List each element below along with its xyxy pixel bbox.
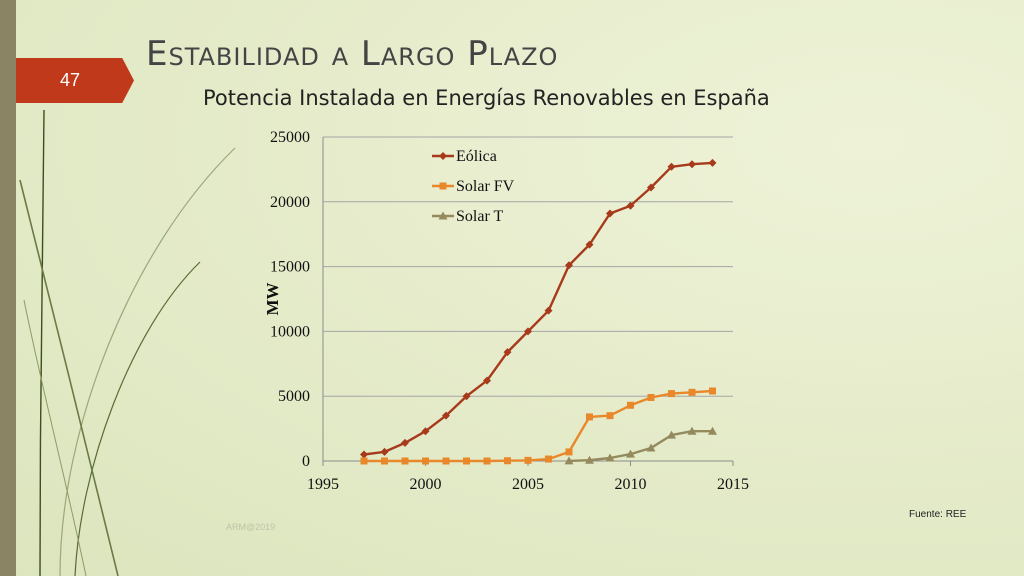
slide-number-badge: 47 (16, 58, 134, 103)
data-point-e-lica (565, 261, 573, 270)
data-point-e-lica (401, 438, 409, 447)
x-tick-label: 2005 (512, 476, 544, 493)
x-tick-label: 2000 (410, 476, 442, 493)
legend-marker-e-lica (439, 152, 447, 160)
data-point-solar-t (708, 426, 717, 435)
data-point-e-lica (380, 447, 389, 456)
series-line-solar-t (568, 430, 713, 463)
data-point-e-lica (606, 209, 614, 218)
data-point-solar-fv (483, 457, 491, 465)
data-point-solar-fv (586, 413, 593, 421)
sidebar-accent-bar (0, 0, 16, 576)
data-point-e-lica (626, 201, 635, 210)
data-point-e-lica (442, 411, 450, 420)
x-tick-label: 1995 (307, 476, 339, 493)
y-axis-title: MW (263, 282, 282, 315)
data-point-e-lica (667, 162, 676, 171)
y-tick-label: 20000 (270, 194, 310, 211)
source-note: Fuente: REE (909, 509, 967, 520)
slide-subtitle: Potencia Instalada en Energías Renovable… (203, 86, 770, 110)
legend-label-e-lica: Eólica (456, 148, 497, 165)
slide-title: Estabilidad a Largo Plazo (146, 34, 559, 74)
y-tick-label: 15000 (270, 259, 310, 276)
data-point-solar-fv (442, 457, 450, 465)
series-line-e-lica (363, 161, 713, 456)
data-point-e-lica (421, 427, 430, 436)
data-point-solar-t (605, 453, 615, 462)
data-point-solar-fv (524, 456, 532, 464)
data-point-solar-t (687, 426, 697, 435)
data-point-solar-fv (606, 412, 614, 420)
data-point-e-lica (462, 392, 471, 401)
footer-text: ARM@2019 (226, 522, 276, 532)
data-point-solar-t (626, 449, 635, 458)
legend-label-solar-fv: Solar FV (456, 178, 515, 195)
data-point-solar-fv (463, 457, 470, 465)
y-tick-label: 10000 (270, 323, 310, 340)
data-point-e-lica (708, 158, 717, 167)
data-point-solar-t (585, 455, 594, 464)
data-point-solar-fv (688, 388, 696, 396)
data-point-e-lica (544, 306, 553, 315)
data-point-solar-fv (565, 448, 573, 456)
y-tick-label: 0 (302, 453, 310, 470)
data-point-e-lica (524, 327, 532, 336)
data-point-e-lica (688, 160, 696, 169)
data-point-e-lica (647, 183, 655, 192)
decorative-curves (19, 109, 236, 576)
x-tick-label: 2010 (615, 476, 647, 493)
data-point-solar-fv (709, 387, 716, 395)
data-point-solar-fv (381, 457, 388, 465)
y-tick-label: 25000 (270, 129, 310, 146)
series-line-solar-fv (364, 389, 713, 463)
data-point-solar-fv (545, 455, 552, 463)
legend-label-solar-t: Solar T (456, 208, 503, 225)
data-point-solar-t (667, 430, 676, 439)
data-point-solar-fv (627, 401, 634, 409)
data-point-solar-fv (504, 457, 511, 465)
y-tick-label: 5000 (278, 388, 310, 405)
data-point-solar-t (646, 443, 656, 452)
data-point-solar-fv (647, 393, 655, 401)
data-point-solar-fv (360, 457, 368, 465)
slide-number: 47 (59, 70, 81, 90)
data-point-e-lica (483, 376, 491, 385)
data-point-solar-fv (668, 390, 675, 398)
data-point-solar-fv (422, 457, 429, 465)
x-tick-label: 2015 (717, 476, 749, 493)
data-point-solar-fv (401, 457, 409, 465)
legend-marker-solar-fv (439, 182, 447, 190)
data-point-solar-t (564, 456, 574, 465)
data-point-e-lica (585, 240, 594, 249)
legend-marker-solar-t (438, 211, 448, 220)
data-point-e-lica (503, 348, 512, 357)
data-point-e-lica (360, 450, 368, 459)
